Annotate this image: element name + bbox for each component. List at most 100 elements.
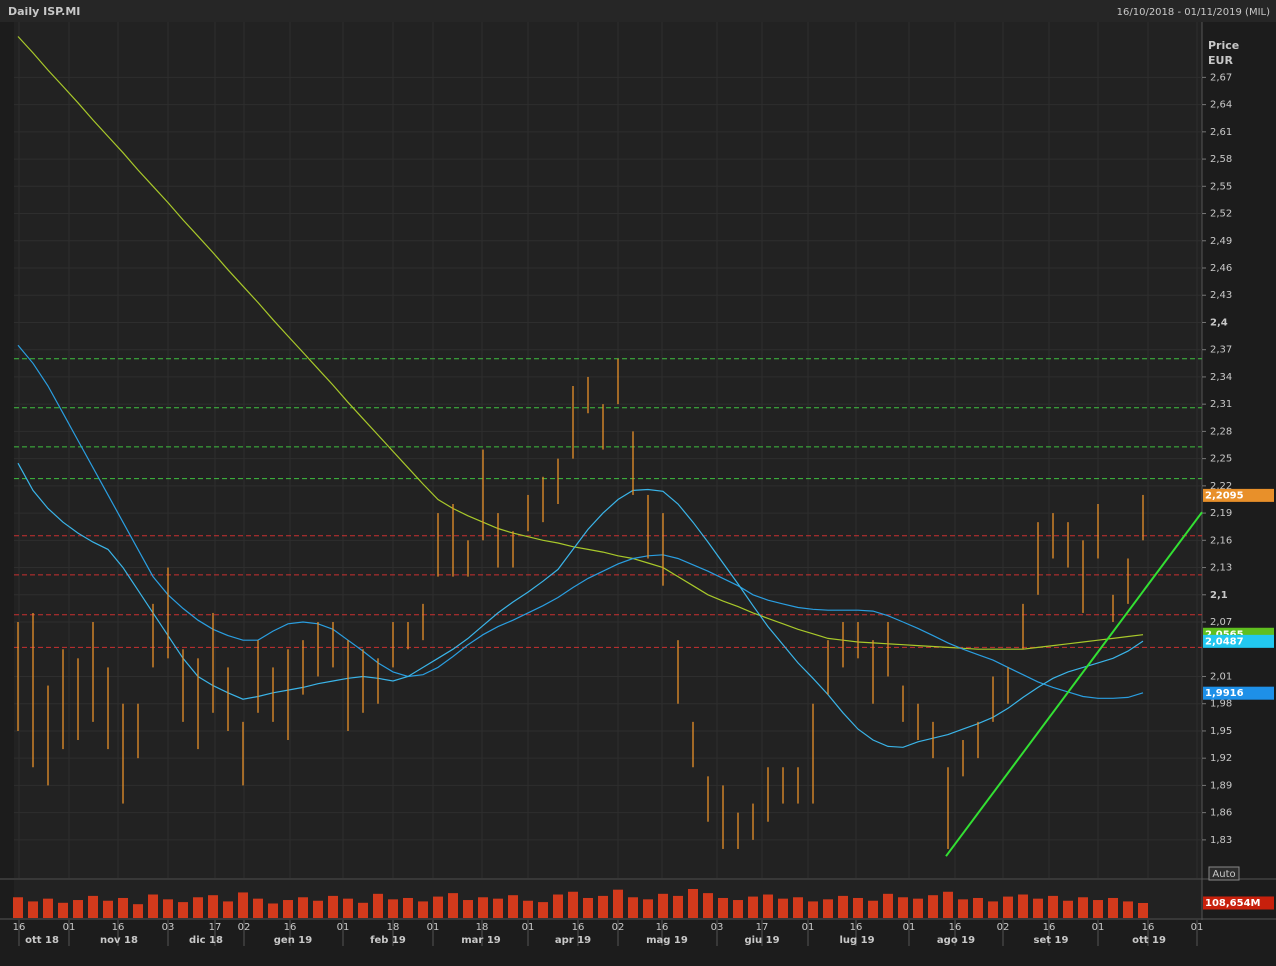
volume-bar bbox=[748, 896, 758, 918]
volume-bar bbox=[283, 900, 293, 918]
y-tick-label: 2,34 bbox=[1210, 372, 1232, 383]
y-tick-label: 2,19 bbox=[1210, 508, 1232, 519]
x-month-label: apr 19 bbox=[555, 935, 591, 946]
volume-bar bbox=[478, 897, 488, 918]
x-tick-label: 16 bbox=[1142, 922, 1155, 933]
volume-bar bbox=[688, 888, 698, 918]
x-tick-label: 03 bbox=[711, 922, 724, 933]
volume-bar bbox=[808, 901, 818, 918]
volume-bar bbox=[208, 895, 218, 918]
y-tick-label: 2,61 bbox=[1210, 127, 1232, 138]
volume-bar bbox=[118, 897, 128, 918]
volume-bar bbox=[328, 895, 338, 918]
volume-bar bbox=[463, 900, 473, 918]
volume-bar bbox=[1108, 897, 1118, 918]
x-tick-label: 02 bbox=[997, 922, 1010, 933]
y-tick-label: 1,86 bbox=[1210, 808, 1232, 819]
y-tick-label: 2,13 bbox=[1210, 563, 1232, 574]
volume-bar bbox=[703, 893, 713, 918]
x-month-label: set 19 bbox=[1034, 935, 1069, 946]
volume-bar bbox=[868, 900, 878, 918]
x-month-label: mar 19 bbox=[461, 935, 501, 946]
value-tag bbox=[1203, 634, 1274, 648]
volume-bar bbox=[823, 899, 833, 918]
y-tick-label: 2,01 bbox=[1210, 671, 1232, 682]
x-tick-label: 01 bbox=[522, 922, 535, 933]
x-month-label: ago 19 bbox=[937, 935, 975, 946]
volume-bar bbox=[133, 904, 143, 918]
y-tick-label: 1,89 bbox=[1210, 780, 1232, 791]
value-tag-label: 2,0565 bbox=[1205, 629, 1244, 640]
y-tick-label: 2,4 bbox=[1210, 317, 1228, 328]
x-tick-label: 18 bbox=[387, 922, 400, 933]
volume-tag-label: 108,654M bbox=[1205, 898, 1261, 909]
volume-bar bbox=[433, 896, 443, 918]
x-tick-label: 02 bbox=[238, 922, 251, 933]
x-tick-label: 16 bbox=[850, 922, 863, 933]
x-tick-label: 18 bbox=[476, 922, 489, 933]
volume-bar bbox=[163, 899, 173, 918]
volume-bar bbox=[1123, 901, 1133, 918]
volume-bar bbox=[1078, 897, 1088, 918]
volume-bar bbox=[508, 895, 518, 918]
volume-bar bbox=[1003, 896, 1013, 918]
volume-bar bbox=[793, 897, 803, 918]
x-tick-label: 17 bbox=[209, 922, 222, 933]
x-tick-label: 01 bbox=[63, 922, 76, 933]
volume-bar bbox=[313, 900, 323, 918]
y-tick-label: 2,46 bbox=[1210, 263, 1232, 274]
volume-bar bbox=[853, 897, 863, 918]
volume-bar bbox=[943, 891, 953, 918]
volume-bar bbox=[253, 898, 263, 918]
x-tick-label: 01 bbox=[1191, 922, 1204, 933]
y-tick-label: 2,64 bbox=[1210, 100, 1232, 111]
volume-bar bbox=[883, 893, 893, 918]
header-bar bbox=[0, 0, 1276, 22]
x-tick-label: 17 bbox=[756, 922, 769, 933]
volume-bar bbox=[598, 895, 608, 918]
moving-average bbox=[17, 36, 1144, 650]
x-tick-label: 02 bbox=[612, 922, 625, 933]
volume-bar bbox=[493, 898, 503, 918]
volume-bar bbox=[988, 901, 998, 918]
y-tick-label: 2,43 bbox=[1210, 290, 1232, 301]
x-tick-label: 01 bbox=[427, 922, 440, 933]
x-month-label: nov 18 bbox=[100, 935, 138, 946]
volume-bar bbox=[1018, 894, 1028, 918]
x-month-label: giu 19 bbox=[744, 935, 779, 946]
volume-bar bbox=[928, 895, 938, 918]
volume-bar bbox=[43, 898, 53, 918]
y-label: Price bbox=[1208, 39, 1239, 52]
volume-bar bbox=[718, 897, 728, 918]
volume-bar bbox=[1138, 902, 1148, 918]
volume-bar bbox=[913, 898, 923, 918]
moving-average bbox=[17, 462, 1144, 748]
x-tick-label: 03 bbox=[162, 922, 175, 933]
x-tick-label: 01 bbox=[802, 922, 815, 933]
chart-title: Daily ISP.MI bbox=[8, 5, 80, 18]
y-tick-label: 2,22 bbox=[1210, 481, 1232, 492]
volume-bar bbox=[613, 889, 623, 918]
volume-bar bbox=[268, 903, 278, 918]
x-month-label: mag 19 bbox=[646, 935, 688, 946]
y-tick-label: 2,28 bbox=[1210, 426, 1232, 437]
volume-bar bbox=[1033, 898, 1043, 918]
y-tick-label: 2,49 bbox=[1210, 236, 1232, 247]
y-tick-label: 2,25 bbox=[1210, 454, 1232, 465]
x-tick-label: 16 bbox=[1043, 922, 1056, 933]
moving-average bbox=[17, 344, 1144, 699]
x-tick-label: 16 bbox=[284, 922, 297, 933]
y-tick-label: 2,37 bbox=[1210, 345, 1232, 356]
x-tick-label: 16 bbox=[656, 922, 669, 933]
volume-bar bbox=[778, 898, 788, 918]
volume-bar bbox=[553, 894, 563, 918]
volume-bar bbox=[178, 902, 188, 918]
x-month-label: feb 19 bbox=[370, 935, 406, 946]
y-tick-label: 2,52 bbox=[1210, 209, 1232, 220]
value-tag bbox=[1203, 488, 1274, 502]
x-tick-label: 16 bbox=[112, 922, 125, 933]
trendline bbox=[945, 511, 1203, 857]
auto-button[interactable] bbox=[1208, 866, 1240, 881]
auto-label[interactable]: Auto bbox=[1212, 869, 1235, 880]
value-tag bbox=[1203, 686, 1274, 700]
